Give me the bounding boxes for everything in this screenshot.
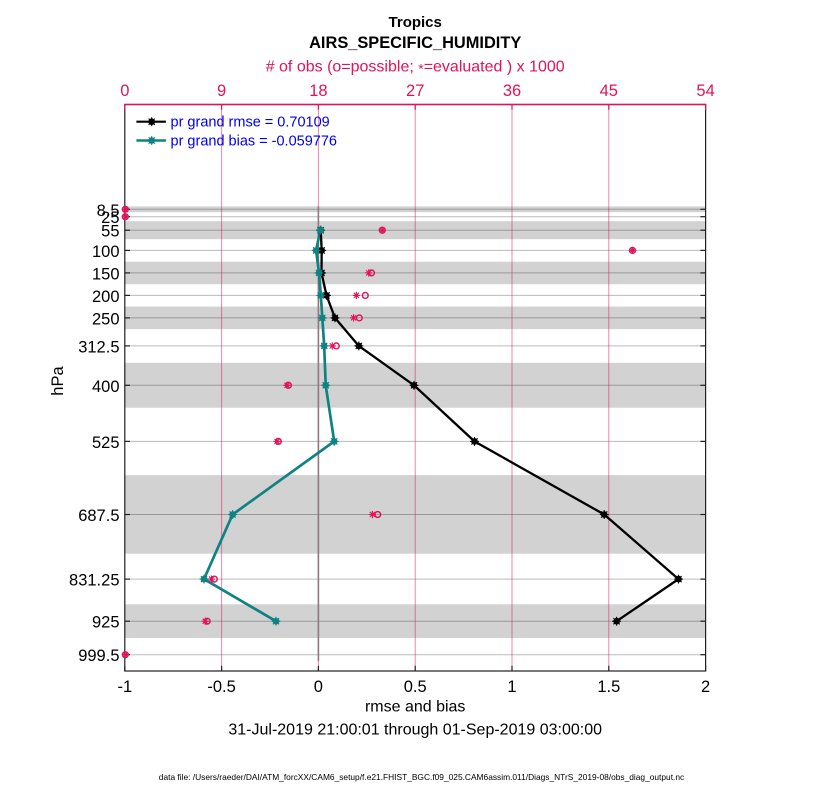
svg-text:8.5: 8.5 <box>97 202 120 220</box>
svg-text:250: 250 <box>92 310 120 328</box>
svg-text:1: 1 <box>507 678 516 696</box>
svg-text:1.5: 1.5 <box>597 678 620 696</box>
svg-text:-1: -1 <box>117 678 132 696</box>
svg-text:687.5: 687.5 <box>78 507 119 525</box>
svg-text:312.5: 312.5 <box>78 338 119 356</box>
svg-text:0: 0 <box>120 82 129 100</box>
svg-text:pr grand rmse = 0.70109: pr grand rmse = 0.70109 <box>171 115 330 131</box>
svg-text:525: 525 <box>92 434 120 452</box>
svg-text:9: 9 <box>217 82 226 100</box>
svg-text:100: 100 <box>92 243 120 261</box>
svg-text:data file: /Users/raeder/DAI/A: data file: /Users/raeder/DAI/ATM_forcXX/… <box>159 772 684 782</box>
svg-text:55: 55 <box>101 223 119 241</box>
svg-text:-0.5: -0.5 <box>207 678 235 696</box>
svg-text:0: 0 <box>314 678 323 696</box>
svg-text:AIRS_SPECIFIC_HUMIDITY: AIRS_SPECIFIC_HUMIDITY <box>309 34 521 52</box>
svg-text:Tropics: Tropics <box>389 14 442 31</box>
svg-text:27: 27 <box>406 82 424 100</box>
svg-text:25: 25 <box>101 209 119 227</box>
svg-text:150: 150 <box>92 265 120 283</box>
svg-text:rmse and bias: rmse and bias <box>365 699 466 716</box>
svg-text:pr grand bias = -0.059776: pr grand bias = -0.059776 <box>171 134 337 150</box>
svg-text:31-Jul-2019 21:00:01 through 0: 31-Jul-2019 21:00:01 through 01-Sep-2019… <box>228 722 602 739</box>
svg-text:0.5: 0.5 <box>404 678 427 696</box>
svg-text:925: 925 <box>92 614 120 632</box>
svg-text:831.25: 831.25 <box>69 572 119 590</box>
svg-text:200: 200 <box>92 288 120 306</box>
svg-text:400: 400 <box>92 378 120 396</box>
svg-text:2: 2 <box>701 678 710 696</box>
svg-text:54: 54 <box>696 82 714 100</box>
svg-text:18: 18 <box>309 82 327 100</box>
svg-text:999.5: 999.5 <box>78 647 119 665</box>
svg-text:# of obs (o=possible; *=evalua: # of obs (o=possible; *=evaluated ) x 10… <box>266 59 565 77</box>
svg-text:36: 36 <box>503 82 521 100</box>
svg-text:45: 45 <box>600 82 618 100</box>
svg-text:hPa: hPa <box>49 365 67 395</box>
